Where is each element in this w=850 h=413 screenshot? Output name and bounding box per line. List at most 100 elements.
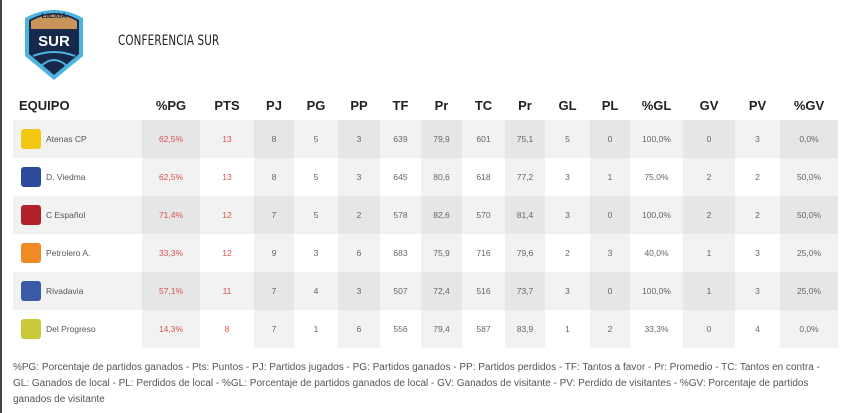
standings-table: EQUIPO %PG PTS PJ PG PP TF Pr TC Pr GL PL %GL GV PV %GV…	[13, 90, 838, 348]
stat-cell-gv: 0	[683, 310, 735, 348]
stat-cell-pr: 83,9	[505, 310, 545, 348]
stat-cell-pct-pg: 62,5%	[142, 158, 200, 196]
stat-cell-pr: 73,7	[505, 272, 545, 310]
stat-cell-pr: 77,2	[505, 158, 545, 196]
stat-cell-pr: 81,4	[505, 196, 545, 234]
stat-cell-pr: 79,9	[421, 120, 462, 158]
stat-cell-pct-gl: 100,0%	[630, 272, 683, 310]
stat-cell-pts: 11	[200, 272, 254, 310]
stat-cell-gv: 2	[683, 196, 735, 234]
stat-cell-gv: 1	[683, 272, 735, 310]
stat-cell-pg: 5	[294, 196, 338, 234]
stat-cell-pg: 5	[294, 120, 338, 158]
stat-cell-pg: 5	[294, 158, 338, 196]
stat-cell-pct-gl: 100,0%	[630, 196, 683, 234]
stat-cell-tf: 578	[380, 196, 421, 234]
stat-cell-pct-gv: 50,0%	[780, 158, 838, 196]
stat-cell-pct-gl: 40,0%	[630, 234, 683, 272]
stat-cell-pct-gv: 25,0%	[780, 234, 838, 272]
column-header: %PG	[155, 97, 187, 113]
team-name[interactable]: D. Viedma	[46, 172, 86, 182]
column-header: TF	[392, 97, 409, 113]
stat-cell-pl: 3	[590, 234, 630, 272]
team-logo-icon	[21, 281, 41, 301]
stat-cell-pr: 82,6	[421, 196, 462, 234]
team-cell[interactable]: Rivadavia	[13, 272, 142, 310]
stat-cell-tc: 716	[462, 234, 505, 272]
stat-cell-pg: 3	[294, 234, 338, 272]
stat-cell-gv: 2	[683, 158, 735, 196]
team-logo-icon	[21, 129, 41, 149]
stat-cell-gl: 3	[545, 158, 590, 196]
stat-cell-pct-pg: 14,3%	[142, 310, 200, 348]
team-name[interactable]: Petrolero A.	[46, 248, 91, 258]
stat-cell-pl: 1	[590, 158, 630, 196]
stat-cell-pr: 75,1	[505, 120, 545, 158]
stat-cell-pts: 13	[200, 158, 254, 196]
table-row[interactable]: Atenas CP 62,5% 13 8 5 3 639 79,9 601 75,1 5 0 100,0…	[13, 120, 838, 158]
stat-cell-pl: 2	[590, 310, 630, 348]
team-cell[interactable]: Atenas CP	[13, 120, 142, 158]
team-cell[interactable]: Petrolero A.	[13, 234, 142, 272]
table-row[interactable]: D. Viedma 62,5% 13 8 5 3 645 80,6 618 77,2 3 1 75,0%…	[13, 158, 838, 196]
team-logo-icon	[21, 319, 41, 339]
stat-cell-pv: 2	[735, 158, 780, 196]
stat-cell-tc: 516	[462, 272, 505, 310]
column-header: Pr	[518, 97, 532, 113]
table-row[interactable]: Rivadavia 57,1% 11 7 4 3 507 72,4 516 73,7 3 0 100,0…	[13, 272, 838, 310]
stat-cell-tf: 507	[380, 272, 421, 310]
stat-cell-pr: 75,9	[421, 234, 462, 272]
stat-cell-pl: 0	[590, 120, 630, 158]
column-header: PTS	[214, 97, 240, 113]
column-header: GV	[699, 97, 719, 113]
stat-cell-pg: 1	[294, 310, 338, 348]
team-cell[interactable]: Del Progreso	[13, 310, 142, 348]
stat-cell-gv: 1	[683, 234, 735, 272]
stat-cell-gl: 5	[545, 120, 590, 158]
table-row[interactable]: C Español 71,4% 12 7 5 2 578 82,6 570 81,4 3 0 100,0…	[13, 196, 838, 234]
svg-text:LaLIGA: LaLIGA	[42, 13, 67, 20]
stat-cell-pj: 7	[254, 310, 294, 348]
stat-cell-pl: 0	[590, 196, 630, 234]
svg-text:SUR: SUR	[38, 33, 70, 50]
stat-cell-tf: 639	[380, 120, 421, 158]
stat-cell-pct-gv: 0,0%	[780, 310, 838, 348]
stat-cell-tf: 645	[380, 158, 421, 196]
stat-cell-tf: 683	[380, 234, 421, 272]
abbreviations-legend: %PG: Porcentaje de partidos ganados - Pt…	[13, 362, 820, 405]
column-header: PJ	[266, 97, 282, 113]
stat-cell-pp: 6	[338, 310, 380, 348]
stat-cell-pp: 3	[338, 120, 380, 158]
stat-cell-tc: 601	[462, 120, 505, 158]
stat-cell-pct-gl: 75,0%	[630, 158, 683, 196]
stat-cell-pj: 8	[254, 120, 294, 158]
column-header: %GV	[793, 97, 825, 113]
stat-cell-pts: 8	[200, 310, 254, 348]
stat-cell-pv: 3	[735, 234, 780, 272]
stat-cell-pct-gv: 25,0%	[780, 272, 838, 310]
stat-cell-pv: 4	[735, 310, 780, 348]
stat-cell-gl: 3	[545, 272, 590, 310]
stat-cell-pp: 6	[338, 234, 380, 272]
team-cell[interactable]: C Español	[13, 196, 142, 234]
team-logo-icon	[21, 167, 41, 187]
stat-cell-pts: 13	[200, 120, 254, 158]
stat-cell-pp: 2	[338, 196, 380, 234]
team-cell[interactable]: D. Viedma	[13, 158, 142, 196]
table-row[interactable]: Del Progreso 14,3% 8 7 1 6 556 79,4 587 83,9 1 2 33,…	[13, 310, 838, 348]
stat-cell-pj: 7	[254, 196, 294, 234]
team-name[interactable]: Atenas CP	[46, 134, 87, 144]
stat-cell-gl: 3	[545, 196, 590, 234]
team-logo-icon	[21, 243, 41, 263]
column-header: GL	[558, 97, 577, 113]
stat-cell-pts: 12	[200, 196, 254, 234]
table-row[interactable]: Petrolero A. 33,3% 12 9 3 6 683 75,9 716 79,6 2 3 40…	[13, 234, 838, 272]
stat-cell-pct-gl: 33,3%	[630, 310, 683, 348]
team-name[interactable]: Rivadavia	[46, 286, 84, 296]
team-name[interactable]: Del Progreso	[46, 324, 96, 334]
column-header: EQUIPO	[19, 97, 70, 113]
column-header: PP	[350, 97, 368, 113]
stat-cell-pg: 4	[294, 272, 338, 310]
stat-cell-pj: 7	[254, 272, 294, 310]
team-name[interactable]: C Español	[46, 210, 86, 220]
